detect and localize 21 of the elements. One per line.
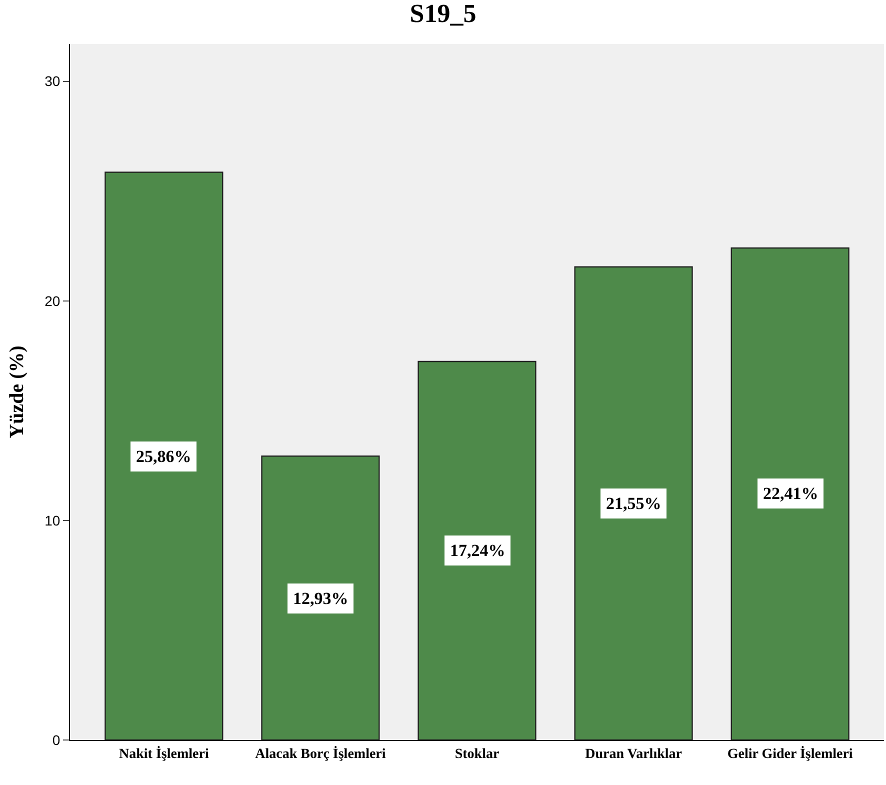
data-label: 25,86% — [136, 447, 192, 466]
bar — [730, 247, 850, 740]
data-label: 21,55% — [606, 494, 662, 513]
y-tick-label: 30 — [44, 73, 60, 90]
bar — [574, 266, 693, 740]
x-tick-label: Alacak Borç İşlemleri — [255, 746, 386, 762]
y-tick-label: 20 — [44, 292, 60, 309]
y-tick-label: 10 — [44, 512, 60, 528]
x-tick-label: Stoklar — [454, 746, 500, 762]
chart-title: S19_5 — [410, 0, 476, 28]
bar — [261, 456, 380, 740]
y-tick-label: 0 — [52, 732, 60, 748]
data-label: 17,24% — [450, 541, 506, 560]
bar — [104, 172, 224, 740]
y-axis-title: Yüzde (%) — [6, 346, 28, 438]
x-tick-label: Duran Varlıklar — [585, 746, 682, 762]
data-label: 22,41% — [763, 484, 818, 503]
x-tick-label: Nakit İşlemleri — [119, 746, 209, 762]
x-tick-label: Gelir Gider İşlemleri — [727, 746, 853, 762]
bar — [418, 360, 536, 740]
data-label: 12,93% — [293, 589, 348, 608]
